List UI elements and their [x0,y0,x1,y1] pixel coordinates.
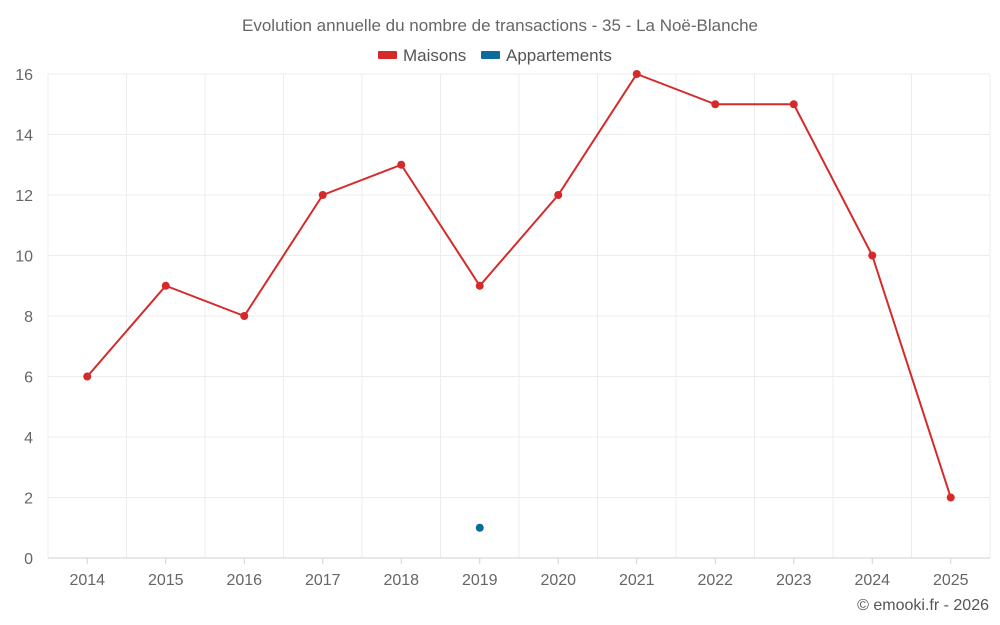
x-tick-label: 2024 [854,572,890,589]
y-tick-label: 0 [24,551,33,568]
y-tick-label: 2 [24,491,33,508]
x-tick-label: 2016 [226,572,262,589]
y-tick-label: 4 [24,430,33,447]
x-tick-label: 2022 [697,572,733,589]
data-point-maisons[interactable] [83,372,92,381]
data-point-maisons[interactable] [161,281,170,290]
legend-swatch-appartements [481,51,500,59]
data-point-maisons[interactable] [554,191,563,199]
y-tick-label: 16 [15,67,33,84]
data-point-maisons[interactable] [946,493,955,502]
data-point-maisons[interactable] [318,191,327,199]
data-point-maisons[interactable] [240,312,249,320]
x-tick-label: 2019 [462,572,498,589]
x-tick-label: 2021 [619,572,655,589]
data-point-maisons[interactable] [397,160,406,169]
x-tick-label: 2018 [383,572,419,589]
data-point-appartements[interactable] [475,523,484,532]
legend-label-appartements: Appartements [506,46,612,65]
y-tick-label: 10 [15,249,33,266]
x-tick-label: 2023 [776,572,812,589]
y-tick-label: 8 [24,309,33,326]
chart-title: Evolution annuelle du nombre de transact… [242,16,758,35]
credit-text: © emooki.fr - 2026 [857,597,989,614]
y-tick-label: 12 [15,188,33,205]
legend-label-maisons: Maisons [403,46,466,65]
data-point-maisons[interactable] [711,100,720,109]
series-line-maisons [86,73,952,498]
y-tick-label: 14 [15,128,33,145]
data-point-maisons[interactable] [868,251,877,260]
legend-item-maisons[interactable]: Maisons [378,46,466,65]
series-appartements [475,523,484,532]
y-tick-label: 6 [24,370,33,387]
x-tick-label: 2020 [540,572,576,589]
legend-swatch-maisons [378,51,397,59]
legend-item-appartements[interactable]: Appartements [481,46,612,65]
axes: 0 2 4 6 8 10 12 14 16 2014 2015 2016 2017 2018 2019 202… [15,67,990,589]
data-point-maisons[interactable] [632,70,641,78]
x-tick-label: 2015 [148,572,184,589]
x-tick-label: 2017 [305,572,341,589]
legend: Maisons Appartements [378,46,612,65]
series-layer [83,70,955,532]
series-maisons [83,70,955,502]
x-tick-label: 2025 [933,572,969,589]
data-point-maisons[interactable] [789,100,798,109]
data-point-maisons[interactable] [475,281,484,290]
x-tick-label: 2014 [69,572,105,589]
grid-lines [47,73,991,559]
